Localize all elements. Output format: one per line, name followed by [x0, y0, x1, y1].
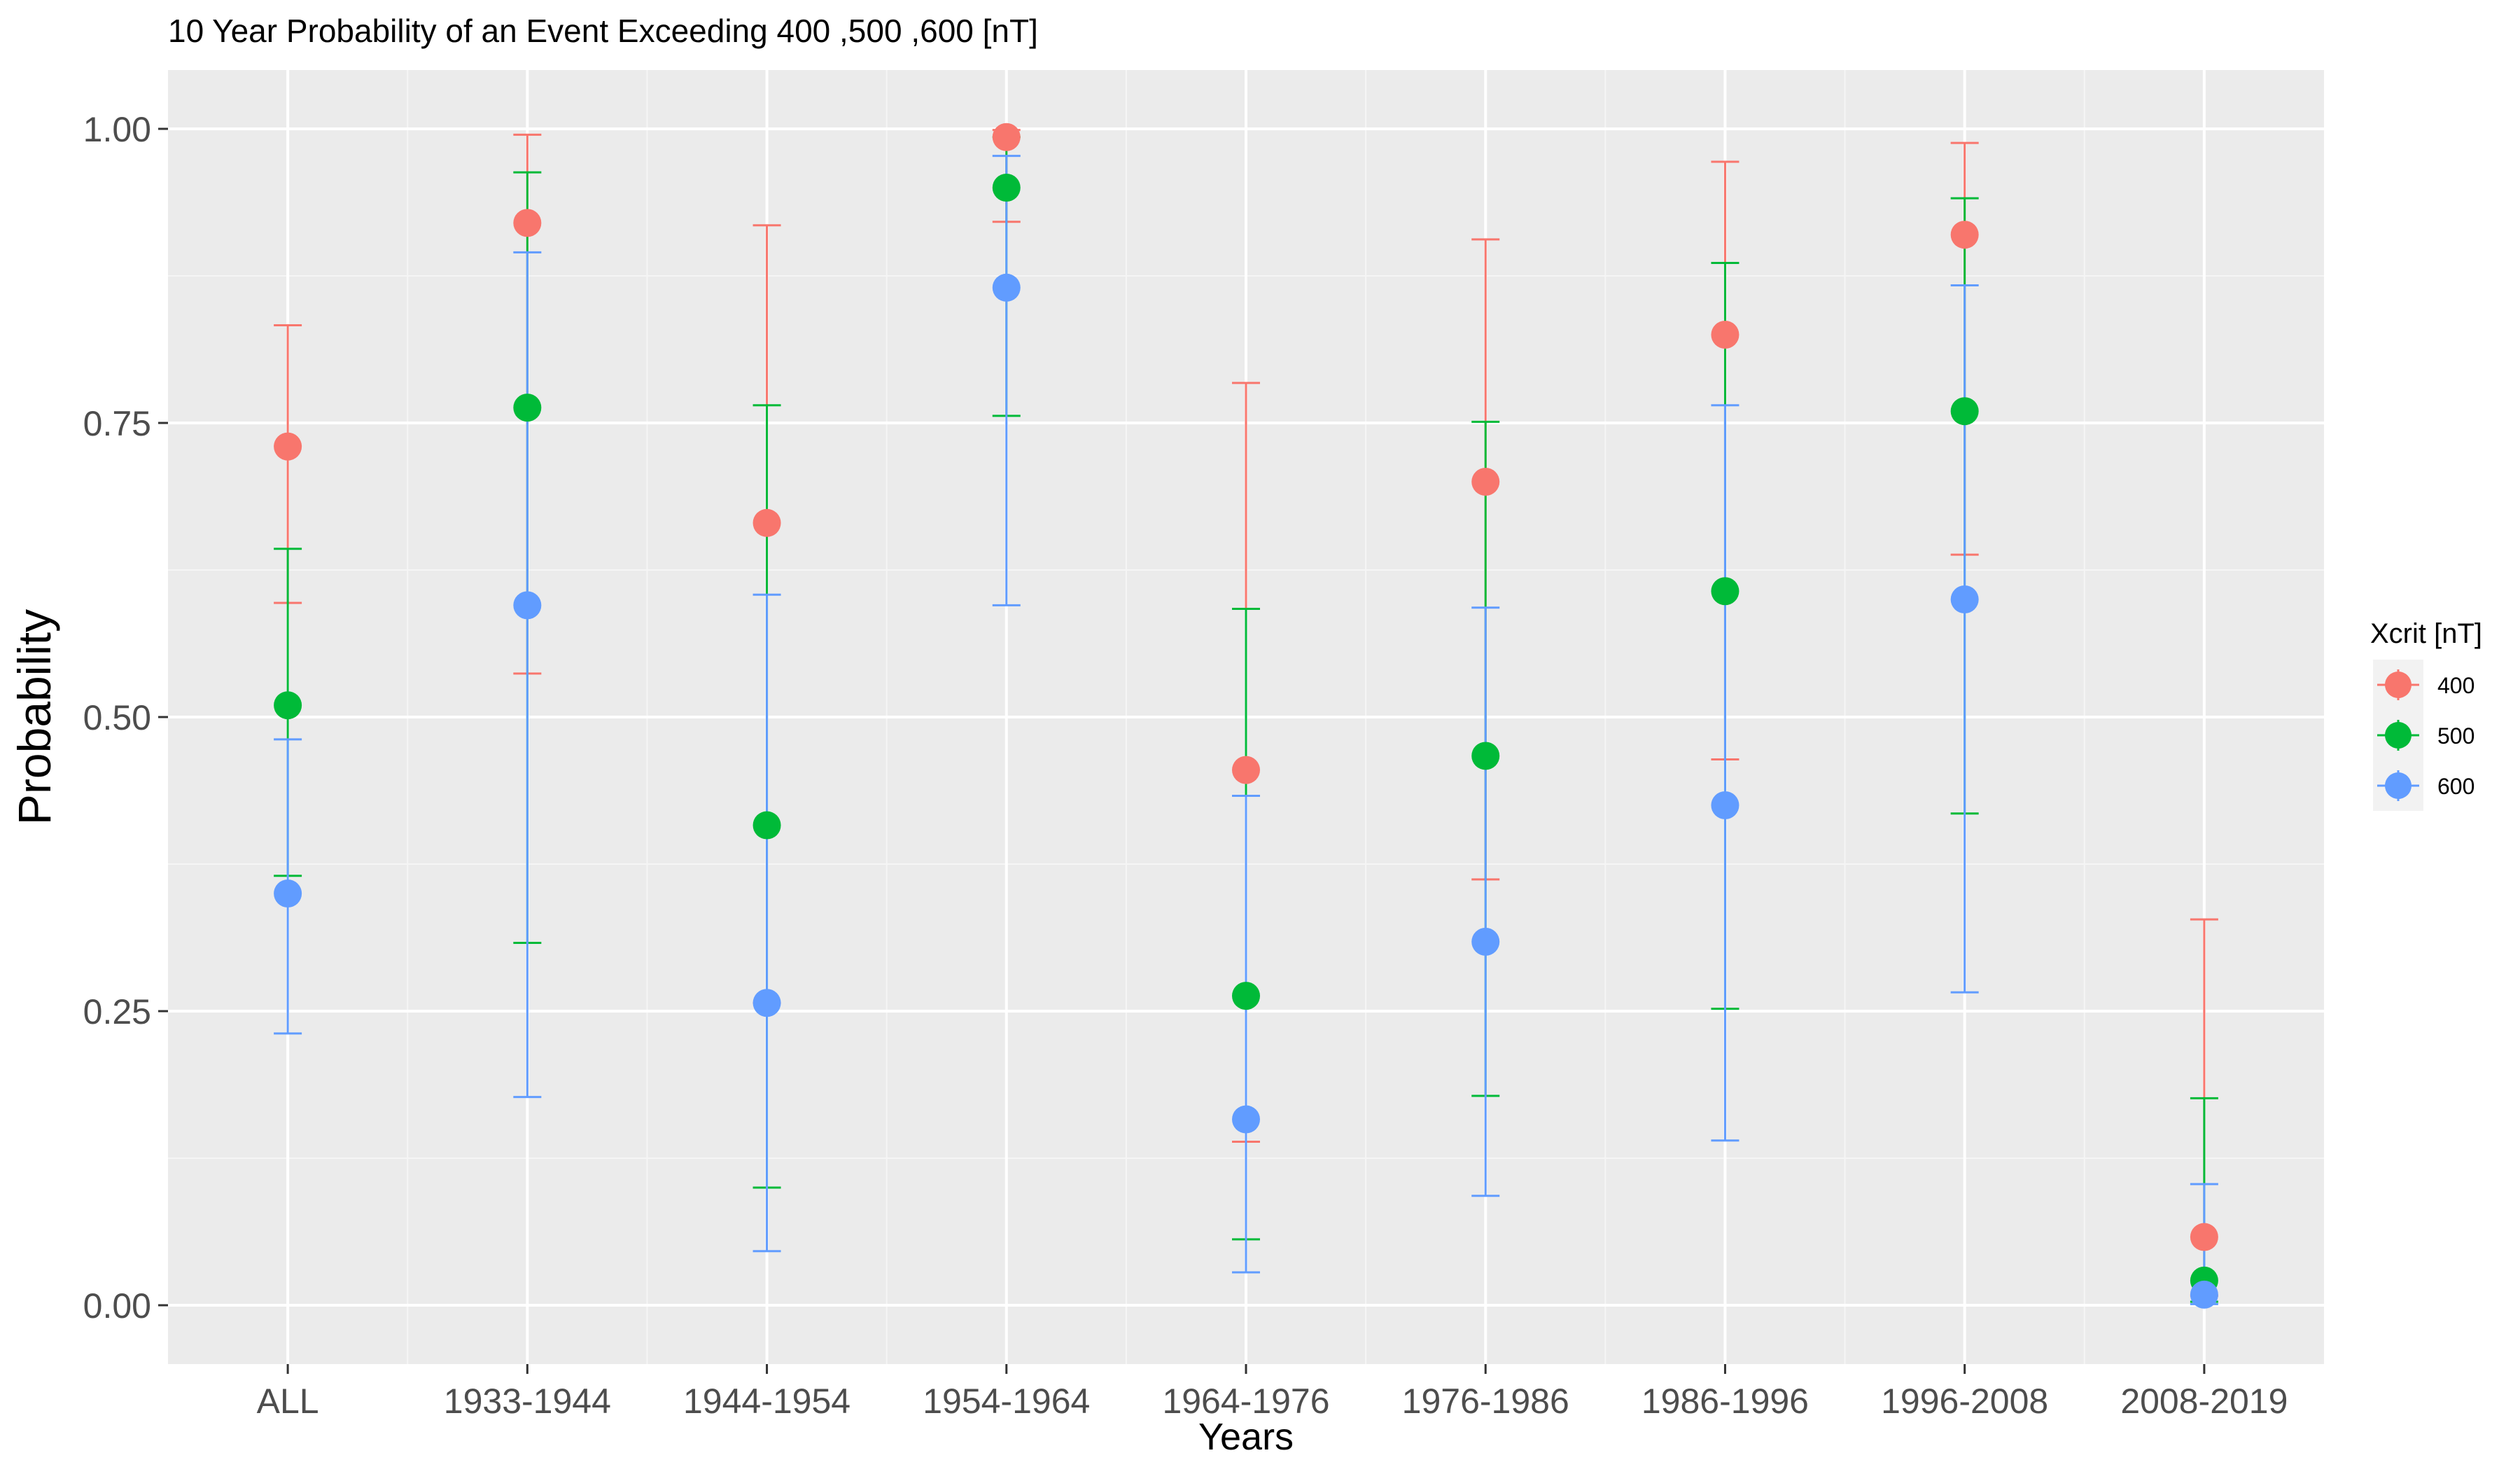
y-tick-label: 1.00 [83, 110, 151, 149]
x-axis-label: Years [1198, 1416, 1294, 1458]
x-tick-label: 1986-1996 [1642, 1382, 1809, 1421]
legend-key-point-500 [2385, 722, 2412, 749]
data-point-600 [1711, 791, 1740, 819]
data-point-400 [752, 508, 781, 537]
x-axis: ALL 1933-1944 1944-1954 1954-1964 1964-1976 1… [257, 1364, 2288, 1421]
data-point-600 [752, 989, 781, 1017]
y-tick-label: 0.50 [83, 698, 151, 737]
y-axis-label: Probability [8, 609, 60, 825]
legend-label-600: 600 [2437, 774, 2474, 799]
y-tick-label: 0.75 [83, 404, 151, 443]
data-point-400 [1471, 468, 1500, 496]
data-point-400 [2190, 1223, 2218, 1251]
data-point-500 [1471, 742, 1500, 770]
data-point-600 [1232, 1105, 1260, 1134]
legend-title: Xcrit [nT] [2370, 618, 2482, 649]
data-point-600 [274, 879, 302, 908]
data-point-400 [513, 209, 542, 237]
legend-keys: 400 500 600 [2373, 660, 2474, 811]
data-point-600 [1950, 585, 1979, 613]
plot-area [168, 70, 2324, 1364]
data-point-400 [992, 123, 1021, 151]
x-tick-label: 2008-2019 [2120, 1382, 2288, 1421]
legend-label-400: 400 [2437, 673, 2474, 698]
data-point-500 [513, 394, 542, 422]
y-axis: 0.00 0.25 0.50 0.75 1.00 [83, 110, 168, 1326]
x-tick-label: 1976-1986 [1402, 1382, 1569, 1421]
legend: Xcrit [nT] 400 500 600 [2370, 618, 2482, 811]
x-tick-label: 1944-1954 [683, 1382, 850, 1421]
y-tick-label: 0.25 [83, 992, 151, 1031]
data-point-600 [513, 591, 542, 620]
x-tick-label: 1964-1976 [1162, 1382, 1329, 1421]
data-point-600 [992, 273, 1021, 302]
data-point-400 [1711, 321, 1740, 349]
data-point-400 [1232, 756, 1260, 784]
x-tick-label: 1933-1944 [444, 1382, 611, 1421]
data-point-600 [1471, 927, 1500, 956]
data-point-600 [2190, 1280, 2218, 1309]
data-point-500 [274, 691, 302, 720]
data-point-400 [1950, 221, 1979, 249]
legend-key-point-400 [2385, 672, 2412, 698]
data-points [274, 123, 2218, 1309]
y-tick-label: 0.00 [83, 1286, 151, 1326]
chart-title: 10 Year Probability of an Event Exceedin… [168, 13, 1038, 49]
data-point-500 [1950, 397, 1979, 426]
data-point-500 [1711, 577, 1740, 606]
x-tick-label: 1996-2008 [1881, 1382, 2048, 1421]
x-tick-label: ALL [257, 1382, 319, 1421]
x-tick-label: 1954-1964 [923, 1382, 1090, 1421]
data-point-500 [992, 174, 1021, 202]
data-point-400 [274, 432, 302, 461]
data-point-500 [752, 811, 781, 840]
legend-label-500: 500 [2437, 723, 2474, 749]
data-point-500 [1232, 982, 1260, 1010]
legend-key-point-600 [2385, 772, 2412, 799]
